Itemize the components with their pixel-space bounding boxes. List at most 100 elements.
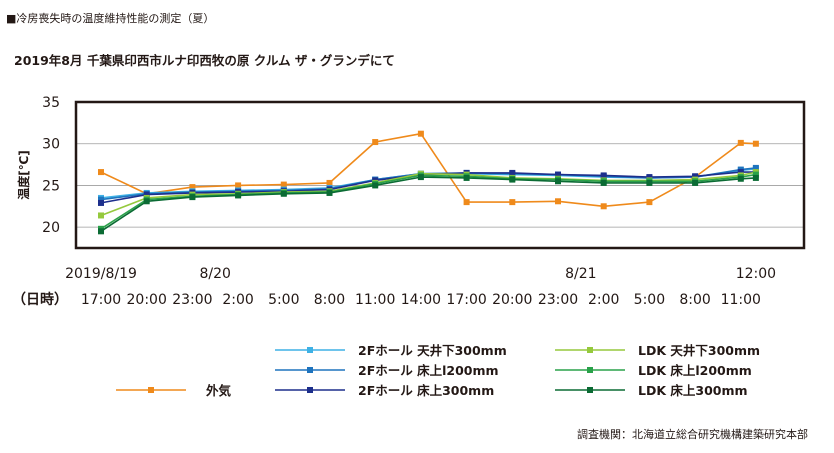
x-tick-label: 23:00	[538, 292, 578, 308]
y-axis-ticks: 20 25 30 35	[42, 95, 60, 236]
legend-item: LDK 天井下300mm	[555, 343, 760, 358]
legend-label: LDK 天井下300mm	[638, 343, 760, 358]
data-point	[280, 181, 287, 188]
grid-lines	[76, 143, 804, 228]
legend-label: 2Fホール 床上l200mm	[358, 363, 499, 378]
x-tick-label: 5:00	[634, 292, 665, 308]
date-label: 12:00	[736, 266, 776, 282]
x-tick-label: 20:00	[127, 292, 167, 308]
data-point	[737, 169, 744, 176]
data-point	[463, 199, 470, 206]
series-line	[100, 176, 756, 232]
data-point	[280, 190, 287, 197]
data-point	[646, 179, 653, 186]
data-point	[646, 199, 653, 206]
legend-item: LDK 床上l200mm	[555, 363, 752, 378]
data-point	[509, 169, 516, 176]
date-label: 2019/8/19	[65, 266, 137, 282]
x-axis-labels: （日時） 17:00 20:00 23:00 2:00 5:00 8:00 11:00 14:…	[12, 266, 776, 308]
data-point	[555, 178, 561, 185]
series-0	[98, 130, 759, 210]
data-point	[372, 139, 379, 146]
y-tick-label: 20	[42, 220, 60, 236]
data-point	[600, 203, 607, 210]
x-tick-label: 11:00	[721, 292, 761, 308]
data-point	[555, 171, 561, 178]
x-tick-label: 11:00	[355, 292, 395, 308]
legend: 2Fホール 天井下300mm 2Fホール 床上l200mm 2Fホール 床上300m…	[116, 343, 760, 398]
x-tick-label: 14:00	[401, 292, 441, 308]
data-point	[98, 212, 104, 219]
data-point	[692, 173, 699, 180]
data-point	[752, 140, 759, 147]
x-tick-label: 17:00	[446, 292, 486, 308]
x-tick-label: 20:00	[492, 292, 532, 308]
source-note: 調査機関：北海道立総合研究機構建築研究本部	[577, 428, 808, 441]
data-point	[326, 189, 333, 196]
legend-item: 2Fホール 床上l200mm	[275, 363, 499, 378]
data-point	[235, 192, 242, 199]
legend-label: LDK 床上300mm	[638, 383, 748, 398]
header-note: ■冷房喪失時の温度維持性能の測定（夏）	[6, 12, 215, 25]
x-tick-label: 17:00	[81, 292, 121, 308]
series-line	[100, 171, 757, 217]
data-point	[189, 194, 196, 201]
legend-label: 外気	[205, 383, 232, 398]
y-tick-label: 30	[42, 137, 60, 153]
date-label: 8/20	[200, 266, 231, 282]
plot-frame	[74, 100, 806, 250]
legend-swatch-marker	[148, 387, 154, 393]
legend-label: LDK 床上l200mm	[638, 363, 752, 378]
series-line	[100, 132, 756, 208]
data-point	[752, 171, 759, 178]
data-point	[463, 174, 470, 181]
data-point	[98, 169, 104, 176]
y-tick-label: 25	[42, 178, 60, 194]
data-point	[752, 174, 759, 181]
data-point	[509, 176, 516, 183]
series-5	[98, 171, 759, 232]
x-tick-label: 23:00	[172, 292, 212, 308]
data-point	[737, 175, 744, 182]
data-point	[98, 196, 104, 203]
data-point	[600, 179, 607, 186]
x-tick-label: 2:00	[222, 292, 253, 308]
x-tick-label: 5:00	[268, 292, 299, 308]
date-label: 8/21	[565, 266, 596, 282]
data-point	[600, 172, 607, 179]
legend-item: 2Fホール 天井下300mm	[275, 343, 507, 358]
data-point	[752, 164, 759, 171]
data-point	[98, 228, 104, 235]
data-point	[98, 199, 104, 206]
y-axis-label: 温度[℃]	[16, 150, 31, 200]
y-tick-label: 35	[42, 95, 60, 111]
data-point	[326, 179, 333, 186]
legend-item: LDK 床上300mm	[555, 383, 748, 398]
series-6	[98, 174, 759, 235]
legend-swatch-marker	[307, 347, 313, 353]
series-layer	[98, 130, 759, 235]
data-point	[509, 199, 516, 206]
legend-swatch-marker	[587, 347, 593, 353]
data-point	[235, 182, 242, 189]
legend-item: 外気	[116, 383, 232, 398]
data-point	[555, 198, 561, 205]
legend-swatch-marker	[307, 367, 313, 373]
x-tick-label: 8:00	[679, 292, 710, 308]
x-axis-time-label: （日時）	[12, 291, 68, 308]
data-point	[143, 191, 150, 198]
x-tick-label: 8:00	[314, 292, 345, 308]
data-point	[737, 139, 744, 146]
legend-swatch-marker	[307, 387, 313, 393]
chart-title: 2019年8月 千葉県印西市ルナ印西牧の原 クルム ザ・グランデにて	[14, 53, 395, 68]
data-point	[417, 174, 424, 181]
data-point	[417, 130, 424, 137]
legend-swatch-marker	[587, 367, 593, 373]
data-point	[646, 174, 653, 181]
legend-swatch-marker	[587, 387, 593, 393]
data-point	[189, 184, 196, 191]
x-tick-label: 2:00	[588, 292, 619, 308]
data-point	[372, 182, 379, 189]
data-point	[692, 179, 699, 186]
